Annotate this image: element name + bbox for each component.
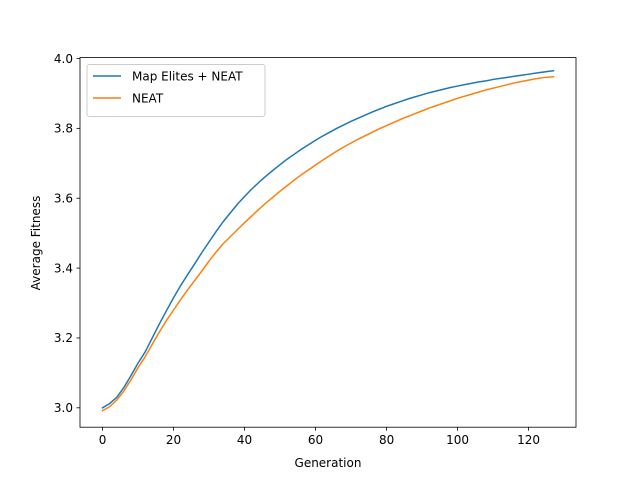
x-tick-label: 80 xyxy=(379,433,394,447)
y-tick-label: 3.2 xyxy=(54,331,73,345)
x-tick-label: 0 xyxy=(99,433,107,447)
y-tick-label: 3.0 xyxy=(54,401,73,415)
x-tick-label: 120 xyxy=(517,433,540,447)
series-layer xyxy=(101,69,555,412)
plot-frame xyxy=(79,57,577,428)
x-tick-label: 60 xyxy=(308,433,323,447)
y-tick-label: 4.0 xyxy=(54,52,73,66)
legend-label-2: NEAT xyxy=(132,91,164,105)
ticks-layer: 0 20 40 60 80 100 120 3.0 3.2 3.4 3.6 3.8 4.0 xyxy=(54,52,540,447)
legend-box xyxy=(86,64,266,117)
y-tick-label: 3.6 xyxy=(54,192,73,206)
y-axis-label: Average Fitness xyxy=(29,196,43,291)
x-tick-label: 40 xyxy=(237,433,252,447)
legend-label-1: Map Elites + NEAT xyxy=(132,69,243,83)
y-tick-label: 3.4 xyxy=(54,261,73,275)
axes-layer xyxy=(79,57,577,428)
x-axis-label: Generation xyxy=(295,456,362,470)
y-tick-label: 3.8 xyxy=(54,122,73,136)
legend: Map Elites + NEAT NEAT xyxy=(86,64,266,117)
series-line-1 xyxy=(101,69,555,409)
x-tick-label: 100 xyxy=(446,433,469,447)
series-line-2 xyxy=(101,75,555,412)
x-tick-label: 20 xyxy=(166,433,181,447)
